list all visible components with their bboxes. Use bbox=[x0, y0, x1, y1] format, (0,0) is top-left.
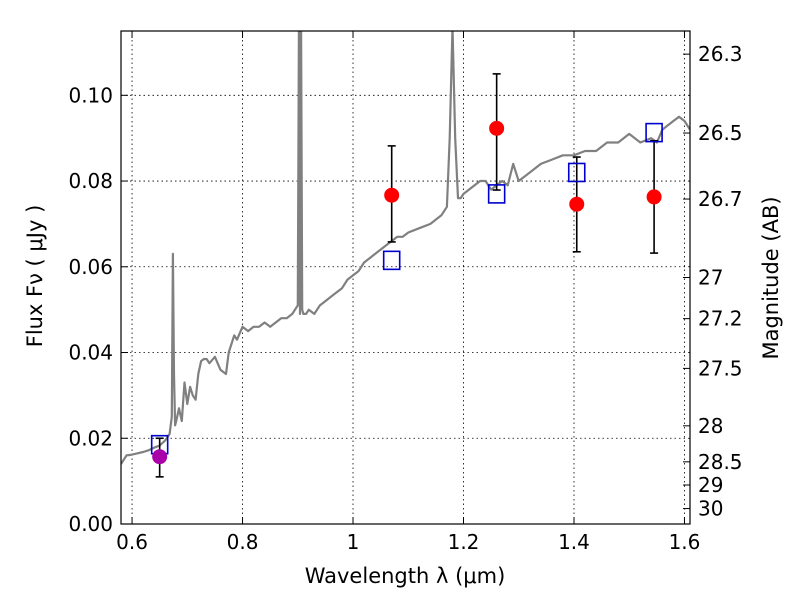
right-tick-label: 27.5 bbox=[698, 356, 743, 380]
observed-flux-point bbox=[646, 189, 662, 205]
right-tick-label: 27 bbox=[698, 266, 723, 290]
observed-flux-point bbox=[152, 449, 168, 465]
right-tick-label: 30 bbox=[698, 497, 723, 521]
y-tick-label: 0.08 bbox=[68, 169, 113, 193]
right-tick-label: 26.3 bbox=[698, 42, 743, 66]
x-axis-label: Wavelength λ (μm) bbox=[305, 564, 506, 588]
x-tick-label: 0.6 bbox=[116, 530, 148, 554]
model-flux-square bbox=[382, 250, 401, 271]
y-tick-label: 0.10 bbox=[68, 83, 113, 107]
x-tick-label: 0.8 bbox=[227, 530, 259, 554]
y-tick-label: 0.06 bbox=[68, 255, 113, 279]
observed-flux-point bbox=[569, 196, 585, 212]
observed-flux-point bbox=[384, 187, 400, 203]
model-flux-square bbox=[567, 162, 586, 183]
right-axis-label: Magnitude (AB) bbox=[759, 196, 783, 359]
sed-line bbox=[121, 31, 690, 465]
model-flux-square bbox=[487, 184, 506, 204]
y-tick-label: 0.02 bbox=[68, 426, 113, 450]
model-flux-square bbox=[645, 122, 663, 143]
plot-frame bbox=[120, 30, 691, 525]
y-tick-label: 0.00 bbox=[68, 512, 113, 536]
sed-line-group bbox=[121, 31, 690, 465]
x-tick-label: 1.4 bbox=[558, 530, 590, 554]
y-axis-label: Flux Fν ( μJy ) bbox=[23, 205, 47, 348]
x-tick-label: 1.6 bbox=[669, 530, 701, 554]
observed-flux-point bbox=[489, 120, 505, 136]
right-tick-label: 27.2 bbox=[698, 307, 743, 331]
y-tick-label: 0.04 bbox=[68, 341, 113, 365]
right-tick-label: 28 bbox=[698, 414, 723, 438]
gridlines bbox=[121, 31, 690, 525]
right-tick-label: 29 bbox=[698, 473, 723, 497]
x-tick-label: 1.2 bbox=[448, 530, 480, 554]
right-tick-label: 28.5 bbox=[698, 450, 743, 474]
x-tick-label: 1 bbox=[347, 530, 360, 554]
right-tick-label: 26.5 bbox=[698, 121, 743, 145]
errorbar-group bbox=[155, 73, 659, 478]
right-tick-label: 26.7 bbox=[698, 187, 743, 211]
marker-group bbox=[150, 120, 663, 465]
ticks: 0.6 0.8 1 1.2 1.4 1.6 0.00 0.02 0.04 0.06 0.08 0.10… bbox=[68, 31, 743, 554]
